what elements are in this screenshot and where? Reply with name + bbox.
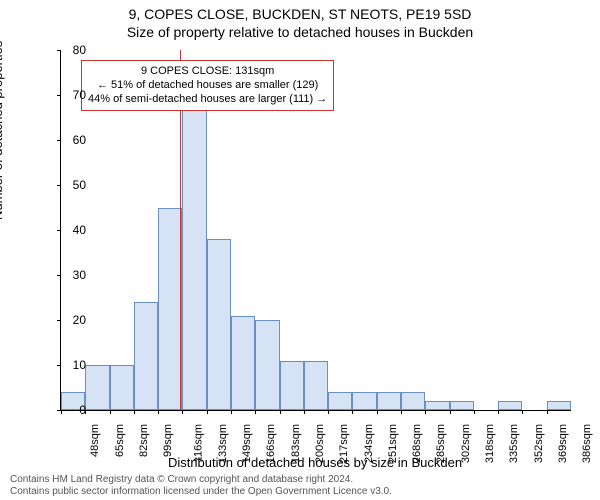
chart-title-line1: 9, COPES CLOSE, BUCKDEN, ST NEOTS, PE19 …	[0, 6, 600, 22]
ytick-label: 50	[73, 178, 86, 192]
xtick-label: 268sqm	[411, 424, 423, 463]
footer-text: Contains HM Land Registry data © Crown c…	[10, 474, 590, 498]
histogram-bar	[85, 365, 109, 410]
xtick-label: 133sqm	[217, 424, 229, 463]
xtick-mark	[377, 410, 378, 414]
xtick-mark	[425, 410, 426, 414]
ytick-mark	[57, 50, 61, 51]
xtick-label: 251sqm	[387, 424, 399, 463]
xtick-label: 65sqm	[114, 424, 126, 457]
annotation-line3: 44% of semi-detached houses are larger (…	[88, 93, 327, 107]
plot-area: 9 COPES CLOSE: 131sqm ← 51% of detached …	[60, 50, 571, 411]
xtick-label: 369sqm	[557, 424, 569, 463]
xtick-label: 335sqm	[508, 424, 520, 463]
xtick-mark	[158, 410, 159, 414]
xtick-label: 285sqm	[436, 424, 448, 463]
xtick-mark	[110, 410, 111, 414]
histogram-bar	[231, 316, 255, 411]
histogram-bar	[110, 365, 134, 410]
xtick-label: 217sqm	[338, 424, 350, 463]
chart-title-line2: Size of property relative to detached ho…	[0, 24, 600, 40]
xtick-label: 48sqm	[89, 424, 101, 457]
histogram-bar	[182, 109, 206, 411]
xtick-mark	[207, 410, 208, 414]
xtick-label: 166sqm	[266, 424, 278, 463]
xtick-label: 234sqm	[363, 424, 375, 463]
chart-container: 9, COPES CLOSE, BUCKDEN, ST NEOTS, PE19 …	[0, 0, 600, 500]
ytick-label: 30	[73, 268, 86, 282]
ytick-mark	[57, 320, 61, 321]
xtick-label: 200sqm	[314, 424, 326, 463]
xtick-label: 352sqm	[533, 424, 545, 463]
ytick-mark	[57, 275, 61, 276]
xtick-mark	[352, 410, 353, 414]
histogram-bar	[255, 320, 279, 410]
histogram-bar	[547, 401, 571, 410]
ytick-mark	[57, 95, 61, 96]
xtick-label: 82sqm	[138, 424, 150, 457]
histogram-bar	[158, 208, 182, 411]
xtick-label: 149sqm	[241, 424, 253, 463]
histogram-bar	[450, 401, 474, 410]
xtick-mark	[134, 410, 135, 414]
xtick-mark	[328, 410, 329, 414]
histogram-bar	[498, 401, 522, 410]
histogram-bar	[377, 392, 401, 410]
xtick-label: 386sqm	[581, 424, 593, 463]
histogram-bar	[352, 392, 376, 410]
xtick-mark	[255, 410, 256, 414]
annotation-box: 9 COPES CLOSE: 131sqm ← 51% of detached …	[81, 60, 334, 111]
xtick-mark	[522, 410, 523, 414]
histogram-bar	[207, 239, 231, 410]
histogram-bar	[425, 401, 449, 410]
xtick-mark	[474, 410, 475, 414]
xtick-mark	[280, 410, 281, 414]
histogram-bar	[134, 302, 158, 410]
footer-line2: Contains public sector information licen…	[10, 486, 590, 498]
annotation-line2: ← 51% of detached houses are smaller (12…	[88, 79, 327, 93]
ytick-label: 70	[73, 88, 86, 102]
xtick-label: 116sqm	[192, 424, 204, 462]
ytick-label: 10	[73, 358, 86, 372]
xtick-mark	[401, 410, 402, 414]
ytick-mark	[57, 365, 61, 366]
histogram-bar	[304, 361, 328, 411]
xtick-label: 99sqm	[162, 424, 174, 457]
xtick-mark	[547, 410, 548, 414]
xtick-label: 302sqm	[460, 424, 472, 463]
annotation-line1: 9 COPES CLOSE: 131sqm	[88, 65, 327, 79]
xtick-mark	[61, 410, 62, 414]
ytick-mark	[57, 140, 61, 141]
ytick-mark	[57, 230, 61, 231]
ytick-label: 60	[73, 133, 86, 147]
xtick-mark	[450, 410, 451, 414]
ytick-label: 20	[73, 313, 86, 327]
ytick-mark	[57, 185, 61, 186]
y-axis-label: Number of detached properties	[0, 41, 5, 220]
histogram-bar	[328, 392, 352, 410]
xtick-label: 183sqm	[290, 424, 302, 463]
xtick-mark	[498, 410, 499, 414]
footer-line1: Contains HM Land Registry data © Crown c…	[10, 474, 590, 486]
histogram-bar	[401, 392, 425, 410]
xtick-mark	[182, 410, 183, 414]
xtick-mark	[231, 410, 232, 414]
xtick-label: 318sqm	[484, 424, 496, 463]
xtick-mark	[304, 410, 305, 414]
ytick-label: 0	[79, 403, 86, 417]
ytick-label: 80	[73, 43, 86, 57]
histogram-bar	[280, 361, 304, 411]
ytick-label: 40	[73, 223, 86, 237]
